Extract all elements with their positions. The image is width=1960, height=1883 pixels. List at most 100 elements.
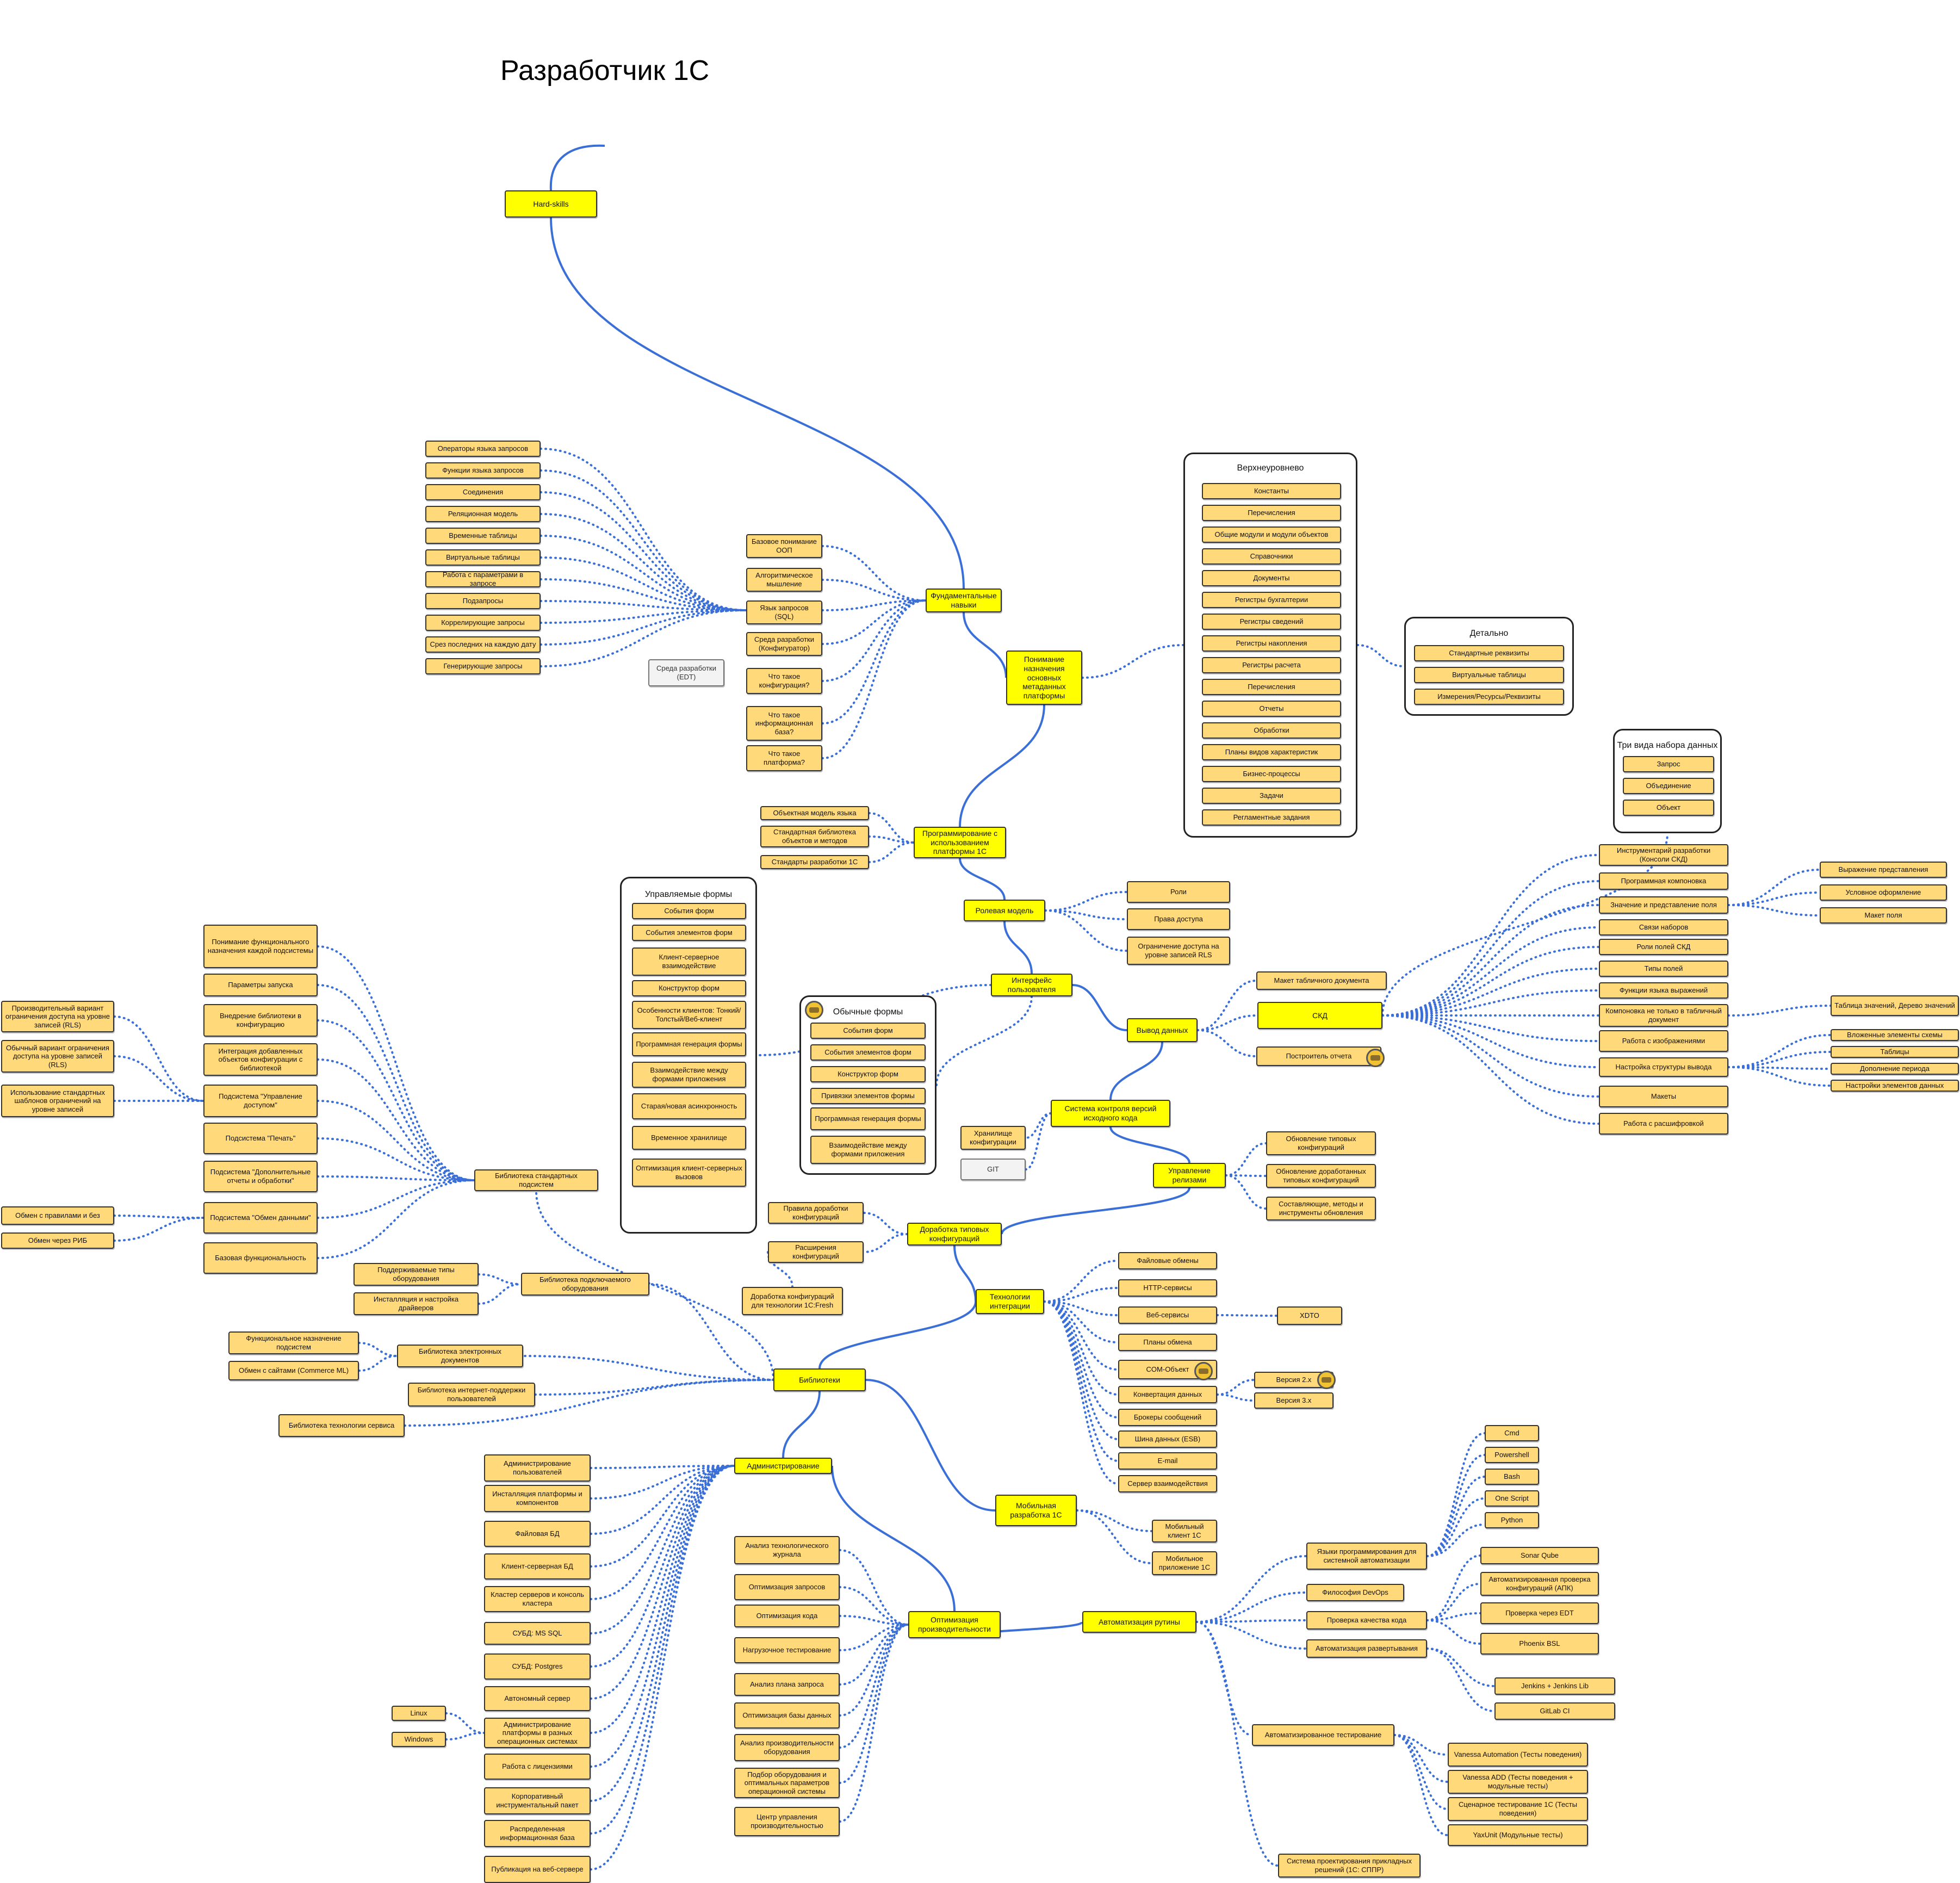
detail-item-0[interactable]: Стандартные реквизиты	[1414, 645, 1564, 661]
perf-item-2[interactable]: Оптимизация кода	[734, 1605, 840, 1627]
admin-item-5[interactable]: СУБД: MS SQL	[484, 1622, 591, 1645]
perf-item-7[interactable]: Подбор оборудования и оптимальных параме…	[734, 1768, 840, 1798]
skd-item-7[interactable]: Компоновка не только в табличный докумен…	[1599, 1004, 1728, 1027]
top-item-7[interactable]: Регистры накопления	[1202, 635, 1341, 652]
admin-item-4[interactable]: Кластер серверов и консоль кластера	[484, 1586, 591, 1612]
sql-item-3[interactable]: Реляционная модель	[425, 506, 541, 522]
auto-item-2[interactable]: Проверка качества кода	[1306, 1611, 1427, 1630]
fund-item-5[interactable]: Что такое информационная база?	[746, 706, 822, 741]
perf-item-6[interactable]: Анализ производительности оборудования	[734, 1734, 840, 1761]
ui-node[interactable]: Интерфейс пользователя	[991, 974, 1072, 996]
skd-node[interactable]: СКД	[1257, 1002, 1382, 1029]
structure-item-3[interactable]: Настройки элементов данных	[1831, 1080, 1959, 1092]
admin-item-6[interactable]: СУБД: Postgres	[484, 1653, 591, 1680]
typical-item-2[interactable]: Доработка конфигураций для технологии 1С…	[742, 1287, 843, 1315]
managed-form-item-2[interactable]: Клиент-серверное взаимодействие	[632, 947, 746, 976]
detail-item-1[interactable]: Виртуальные таблицы	[1414, 667, 1564, 683]
libraries-node[interactable]: Библиотеки	[773, 1368, 866, 1391]
automation-node[interactable]: Автоматизация рутины	[1082, 1611, 1196, 1633]
bsp-item-5[interactable]: Подсистема "Печать"	[203, 1123, 318, 1154]
field-item-1[interactable]: Условное оформление	[1820, 884, 1947, 901]
managed-form-item-1[interactable]: События элементов форм	[632, 925, 746, 941]
top-item-11[interactable]: Обработки	[1202, 722, 1341, 739]
perf-item-5[interactable]: Оптимизация базы данных	[734, 1702, 840, 1729]
ordinary-form-item-3[interactable]: Привязки элементов формы	[810, 1088, 926, 1104]
top-item-5[interactable]: Регистры бухгалтерии	[1202, 592, 1341, 608]
lang-item-1[interactable]: Powershell	[1485, 1447, 1539, 1463]
bsp-item-6[interactable]: Подсистема "Дополнительные отчеты и обра…	[203, 1161, 318, 1192]
perf-item-8[interactable]: Центр управления производительностью	[734, 1807, 840, 1836]
managed-form-item-8[interactable]: Временное хранилище	[632, 1126, 746, 1150]
quality-item-0[interactable]: Sonar Qube	[1480, 1547, 1599, 1564]
prog-item-2[interactable]: Стандарты разработки 1С	[760, 855, 869, 869]
access-item-0[interactable]: Производительный вариант ограничения дос…	[1, 1001, 114, 1032]
top-item-6[interactable]: Регистры сведений	[1202, 614, 1341, 630]
sql-item-2[interactable]: Соединения	[425, 484, 541, 500]
sql-item-10[interactable]: Генерирующие запросы	[425, 658, 541, 674]
integration-item-7[interactable]: Шина данных (ESB)	[1118, 1430, 1217, 1448]
deploy-item-1[interactable]: GitLab CI	[1494, 1702, 1615, 1720]
vcs-node[interactable]: Система контроля версий исходного кода	[1051, 1100, 1170, 1127]
fund-item-0[interactable]: Базовое понимание ООП	[746, 534, 822, 558]
os-item-1[interactable]: Windows	[392, 1732, 446, 1747]
skd-item-10[interactable]: Макеты	[1599, 1086, 1728, 1107]
quality-item-1[interactable]: Автоматизированная проверка конфигураций…	[1480, 1572, 1599, 1596]
exchange-item-1[interactable]: Обмен через РИБ	[1, 1232, 114, 1249]
access-item-1[interactable]: Обычный вариант ограничения доступа на у…	[1, 1040, 114, 1073]
managed-form-item-5[interactable]: Программная генерация формы	[632, 1032, 746, 1056]
sql-item-7[interactable]: Подзапросы	[425, 593, 541, 609]
sql-item-9[interactable]: Срез последних на каждую дату	[425, 636, 541, 653]
structure-item-0[interactable]: Вложенные элементы схемы	[1831, 1029, 1959, 1041]
fund-node[interactable]: Фундаментальные навыки	[926, 589, 1002, 612]
managed-form-item-9[interactable]: Оптимизация клиент-серверных вызовов	[632, 1159, 746, 1187]
conv-item-1[interactable]: Версия 3.x	[1254, 1392, 1333, 1409]
equip-item-1[interactable]: Инсталляция и настройка драйверов	[353, 1292, 479, 1315]
xdto-node[interactable]: XDTO	[1277, 1306, 1342, 1325]
top-item-15[interactable]: Регламентные задания	[1202, 809, 1341, 826]
edoc-item-1[interactable]: Обмен с сайтами (Commerce ML)	[228, 1361, 359, 1380]
vcs-item-0[interactable]: Хранилище конфигурации	[960, 1126, 1026, 1150]
managed-form-item-3[interactable]: Конструктор форм	[632, 980, 746, 996]
bsp-item-7[interactable]: Подсистема "Обмен данными"	[203, 1202, 318, 1234]
skd-item-9[interactable]: Настройка структуры вывода	[1599, 1057, 1728, 1077]
top-item-9[interactable]: Перечисления	[1202, 679, 1341, 695]
admin-item-1[interactable]: Инсталляция платформы и компонентов	[484, 1485, 591, 1512]
vcs-item-1[interactable]: GIT	[960, 1159, 1026, 1180]
test-item-1[interactable]: Vanessa ADD (Тесты поведения + модульные…	[1448, 1770, 1588, 1794]
output-item-0[interactable]: Макет табличного документа	[1256, 971, 1387, 990]
perf-item-0[interactable]: Анализ технологического журнала	[734, 1536, 840, 1564]
integration-item-8[interactable]: E-mail	[1118, 1452, 1217, 1470]
fund-item-6[interactable]: Что такое платформа?	[746, 745, 822, 771]
edt-node[interactable]: Среда разработки (EDT)	[648, 659, 724, 686]
equip-node[interactable]: Библиотека подключаемого оборудования	[521, 1273, 649, 1296]
top-item-2[interactable]: Общие модули и модули объектов	[1202, 527, 1341, 543]
structure-item-2[interactable]: Дополнение периода	[1831, 1063, 1959, 1075]
skd-item-6[interactable]: Функции языка выражений	[1599, 982, 1728, 999]
otherlib-item-1[interactable]: Библиотека технологии сервиса	[278, 1414, 405, 1437]
quality-item-3[interactable]: Phoenix BSL	[1480, 1633, 1599, 1655]
admin-item-9[interactable]: Работа с лицензиями	[484, 1754, 591, 1780]
top-item-0[interactable]: Константы	[1202, 483, 1341, 499]
mobile-item-1[interactable]: Мобильное приложение 1С	[1152, 1551, 1217, 1575]
perf-item-1[interactable]: Оптимизация запросов	[734, 1574, 840, 1600]
lang-item-2[interactable]: Bash	[1485, 1469, 1539, 1485]
release-item-1[interactable]: Обновление доработанных типовых конфигур…	[1266, 1164, 1376, 1188]
bsp-node[interactable]: Библиотека стандартных подсистем	[474, 1169, 598, 1191]
perf-item-4[interactable]: Анализ плана запроса	[734, 1673, 840, 1696]
release-node[interactable]: Управление релизами	[1153, 1163, 1226, 1188]
managed-form-item-4[interactable]: Особенности клиентов: Тонкий/Толстый/Веб…	[632, 1001, 746, 1029]
auto-item-4[interactable]: Автоматизированное тестирование	[1252, 1724, 1394, 1746]
mobile-node[interactable]: Мобильная разработка 1С	[995, 1495, 1077, 1526]
prog-item-0[interactable]: Объектная модель языка	[760, 806, 869, 820]
admin-item-8[interactable]: Администрирование платформы в разных опе…	[484, 1718, 591, 1748]
test-item-0[interactable]: Vanessa Automation (Тесты поведения)	[1448, 1743, 1588, 1767]
top-item-1[interactable]: Перечисления	[1202, 505, 1341, 521]
managed-form-item-0[interactable]: События форм	[632, 903, 746, 919]
top-item-13[interactable]: Бизнес-процессы	[1202, 766, 1341, 782]
bsp-item-1[interactable]: Параметры запуска	[203, 974, 318, 996]
quality-item-2[interactable]: Проверка через EDT	[1480, 1602, 1599, 1624]
bsp-item-3[interactable]: Интеграция добавленных объектов конфигур…	[203, 1043, 318, 1076]
typical-item-1[interactable]: Расширения конфигураций	[768, 1241, 864, 1263]
integration-item-5[interactable]: Конвертация данных	[1118, 1386, 1217, 1403]
ordinary-form-item-2[interactable]: Конструктор форм	[810, 1066, 926, 1082]
